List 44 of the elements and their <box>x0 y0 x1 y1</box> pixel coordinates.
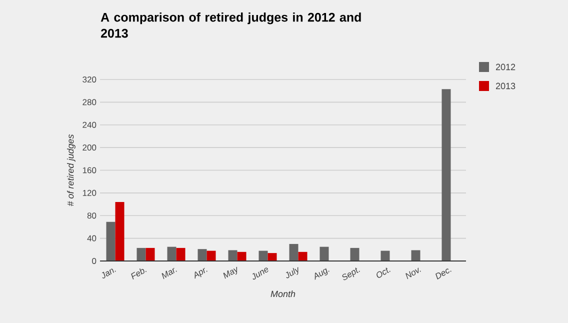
x-axis-title: Month <box>270 290 296 298</box>
y-tick-label: 280 <box>82 99 96 106</box>
y-tick-label: 40 <box>87 235 96 242</box>
bar <box>176 248 186 261</box>
x-tick-label: July <box>286 267 298 278</box>
x-tick-label: Jan. <box>102 268 116 278</box>
chart-title: A comparison of retired judges in 2012 and 2013 <box>100 12 361 38</box>
bar <box>320 246 329 261</box>
x-tick-label: Aug. <box>314 268 330 280</box>
bar <box>298 252 308 261</box>
x-tick-label: Mar. <box>162 268 177 280</box>
bar <box>289 244 298 261</box>
y-tick-label: 0 <box>92 258 96 264</box>
x-tick-label: Oct. <box>376 268 390 278</box>
legend-label: 2013 <box>496 82 516 90</box>
bar <box>198 249 207 261</box>
y-tick-label: 80 <box>87 212 96 219</box>
bar <box>442 89 451 261</box>
bar <box>237 252 246 261</box>
y-tick-label: 240 <box>82 122 96 128</box>
bar <box>115 202 124 261</box>
y-tick-label: 160 <box>82 167 96 174</box>
y-tick-label: 320 <box>82 76 96 82</box>
bar <box>136 248 146 261</box>
bar <box>106 222 116 261</box>
x-tick-label: Dec. <box>436 268 452 280</box>
bar <box>228 250 238 261</box>
bar <box>350 248 360 261</box>
x-tick-label: Apr. <box>194 268 208 279</box>
bar <box>380 250 390 261</box>
bar <box>411 250 420 261</box>
y-tick-label: 200 <box>82 144 96 151</box>
bar <box>206 250 216 261</box>
bar <box>268 253 277 261</box>
x-tick-label: Feb. <box>131 268 146 280</box>
x-tick-label: June <box>252 268 268 280</box>
x-tick-label: Sept. <box>342 268 360 280</box>
bar <box>167 246 176 261</box>
x-tick-label: Nov. <box>406 268 421 280</box>
bar <box>146 248 155 261</box>
legend-label: 2012 <box>496 64 516 70</box>
x-tick-label: May <box>223 266 238 279</box>
y-axis-title: # of retired judges <box>67 134 76 206</box>
y-tick-label: 120 <box>82 190 96 196</box>
